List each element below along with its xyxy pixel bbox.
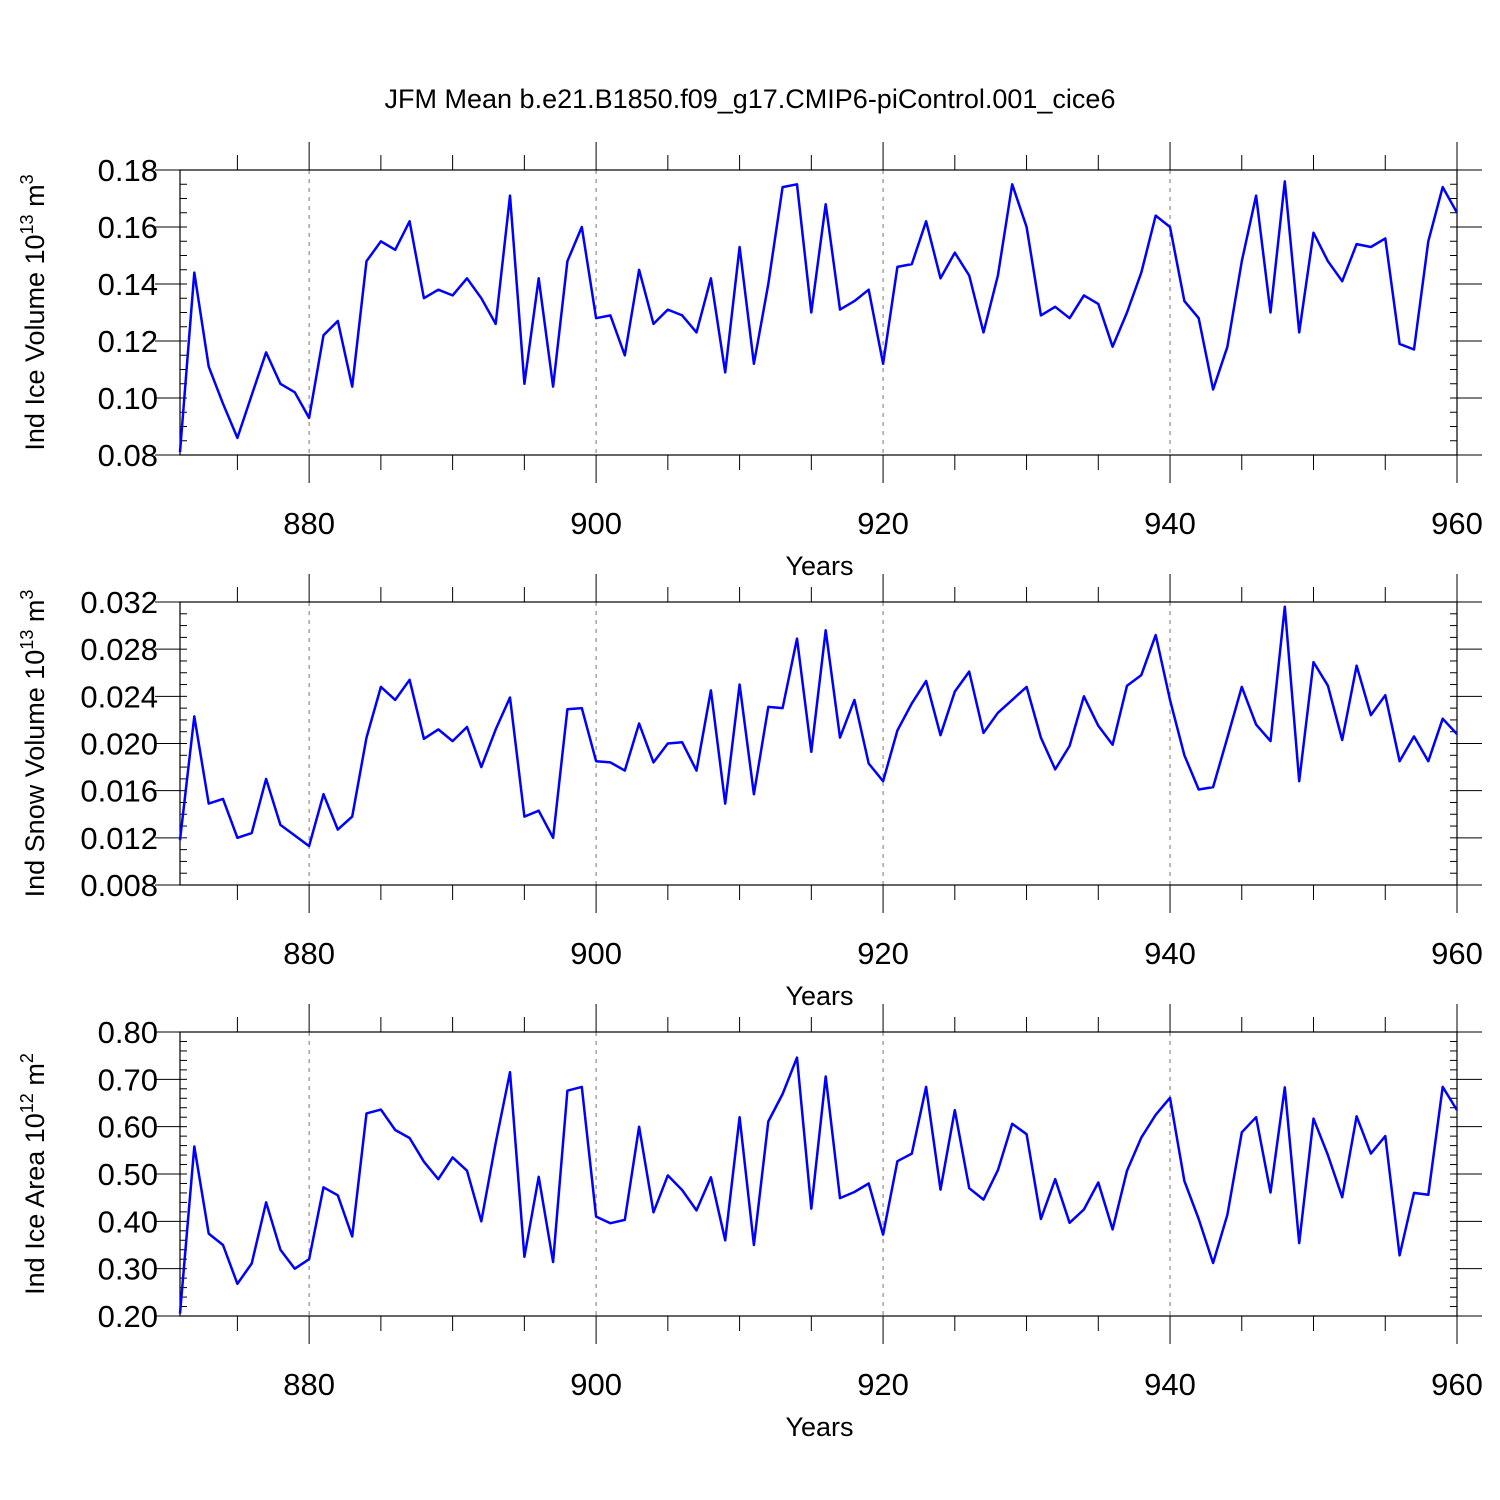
x-tick-label: 920 — [857, 936, 909, 971]
plot-frame — [179, 1031, 1458, 1317]
x-tick-label: 900 — [570, 1367, 622, 1402]
x-tick-label: 960 — [1431, 1367, 1483, 1402]
y-label-ylabel-unit-exp: 2 — [17, 1053, 37, 1063]
x-axis-label: Years — [785, 1412, 853, 1442]
y-label-ylabel-main: Ind Ice Area 10 — [20, 1113, 50, 1295]
y-axis-label: Ind Ice Area 1012 m2 — [17, 1053, 50, 1295]
y-label-ylabel-unit: m — [20, 600, 50, 630]
panel-ice-volume: 0.08 0.10 0.12 0.14 0.16 0.18 880 900 920 940 960 Y… — [17, 142, 1483, 581]
y-tick-label: 0.16 — [98, 210, 158, 245]
y-tick-label: 0.40 — [98, 1204, 158, 1239]
x-tick-label: 920 — [857, 1367, 909, 1402]
y-label-ylabel-exp: 12 — [17, 1093, 37, 1113]
x-tick-label: 900 — [570, 936, 622, 971]
y-tick-label: 0.14 — [98, 267, 158, 302]
y-tick-label: 0.020 — [80, 727, 158, 762]
panels: 0.08 0.10 0.12 0.14 0.16 0.18 880 900 920 940 960 Y… — [17, 142, 1483, 1442]
series-line-ice-volume — [178, 180, 1459, 453]
series-line-snow-volume — [178, 605, 1458, 848]
plot-frame — [179, 169, 1458, 456]
plot-frame — [179, 601, 1458, 886]
x-tick-label: 880 — [283, 1367, 335, 1402]
y-label-ylabel-main: Ind Ice Volume 10 — [20, 234, 50, 450]
y-tick-label: 0.10 — [98, 381, 158, 416]
figure-title: JFM Mean b.e21.B1850.f09_g17.CMIP6-piCon… — [385, 84, 1116, 114]
x-tick-label: 880 — [283, 936, 335, 971]
y-label-ylabel-main: Ind Snow Volume 10 — [20, 650, 50, 898]
x-tick-label: 960 — [1431, 506, 1483, 541]
y-tick-label: 0.016 — [80, 774, 158, 809]
y-tick-label: 0.60 — [98, 1110, 158, 1145]
y-tick-label: 0.30 — [98, 1252, 158, 1287]
panel-ice-area: 0.20 0.30 0.40 0.50 0.60 0.70 0.80 880 900 920 940… — [17, 1004, 1483, 1442]
y-label-ylabel-unit: m — [20, 1063, 50, 1093]
x-tick-label: 940 — [1144, 936, 1196, 971]
x-tick-label: 940 — [1144, 1367, 1196, 1402]
y-tick-label: 0.028 — [80, 632, 158, 667]
x-tick-label: 900 — [570, 506, 622, 541]
y-label-ylabel-exp: 13 — [17, 214, 37, 234]
y-tick-label: 0.008 — [80, 868, 158, 903]
y-tick-label: 0.80 — [98, 1015, 158, 1050]
x-tick-label: 960 — [1431, 936, 1483, 971]
x-tick-label: 920 — [857, 506, 909, 541]
y-tick-label: 0.18 — [98, 153, 158, 188]
y-tick-label: 0.032 — [80, 585, 158, 620]
x-tick-label: 940 — [1144, 506, 1196, 541]
y-label-ylabel-unit: m — [20, 184, 50, 214]
y-label-ylabel-unit-exp: 3 — [17, 590, 37, 600]
y-tick-label: 0.024 — [80, 679, 158, 714]
x-tick-label: 880 — [283, 506, 335, 541]
y-axis-label: Ind Snow Volume 1013 m3 — [17, 590, 50, 898]
panel-snow-volume: 0.008 0.012 0.016 0.020 0.024 0.028 0.032 880 90… — [17, 574, 1483, 1011]
y-tick-label: 0.12 — [98, 324, 158, 359]
y-tick-label: 0.70 — [98, 1062, 158, 1097]
y-tick-label: 0.50 — [98, 1157, 158, 1192]
y-label-ylabel-unit-exp: 3 — [17, 174, 37, 184]
y-tick-label: 0.20 — [98, 1299, 158, 1334]
x-axis-label: Years — [785, 981, 853, 1011]
x-axis-label: Years — [785, 551, 853, 581]
y-label-ylabel-exp: 13 — [17, 630, 37, 650]
y-tick-label: 0.012 — [80, 821, 158, 856]
series-line-ice-area — [178, 1056, 1459, 1314]
y-axis-label: Ind Ice Volume 1013 m3 — [17, 174, 50, 450]
y-tick-label: 0.08 — [98, 438, 158, 473]
